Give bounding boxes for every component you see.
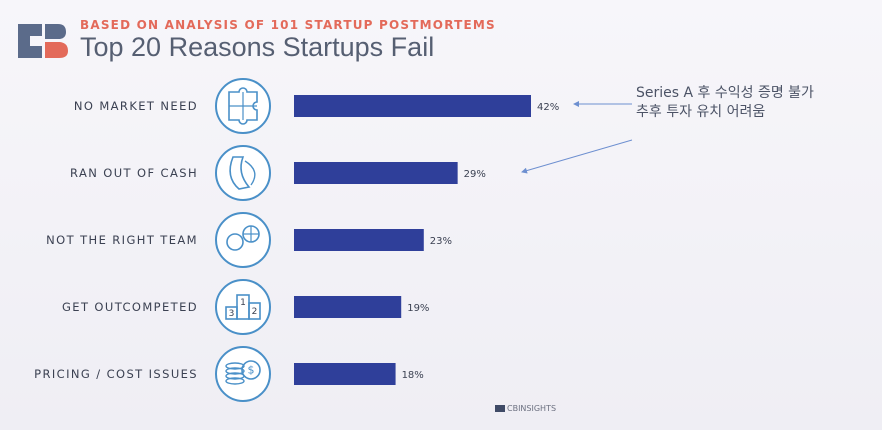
chart-title: Top 20 Reasons Startups Fail	[80, 32, 435, 62]
bar	[294, 95, 531, 117]
svg-text:$: $	[248, 364, 255, 377]
bar	[294, 162, 458, 184]
wallet-icon	[215, 145, 271, 201]
chart-subtitle: BASED ON ANALYSIS OF 101 STARTUP POSTMOR…	[80, 18, 496, 32]
data-label: 29%	[464, 169, 486, 180]
svg-text:2: 2	[252, 307, 258, 317]
coins-icon: $	[215, 346, 271, 402]
footer-logo-icon	[495, 405, 505, 412]
footer-brand-text: CBINSIGHTS	[507, 404, 557, 413]
podium-icon: 12 3	[215, 279, 271, 335]
bar	[294, 363, 396, 385]
annotation-line-1: Series A 후 수익성 증명 불가	[636, 85, 814, 101]
data-label: 18%	[402, 370, 424, 381]
data-label: 19%	[407, 303, 429, 314]
svg-text:3: 3	[229, 309, 235, 319]
team-icon	[215, 212, 271, 268]
cb-insights-logo	[18, 24, 68, 58]
annotation-note: Series A 후 수익성 증명 불가 추후 투자 유치 어려움	[636, 84, 814, 122]
svg-text:1: 1	[240, 298, 246, 308]
category-label: NO MARKET NEED	[74, 99, 198, 113]
category-label: RAN OUT OF CASH	[70, 166, 198, 180]
puzzle-icon	[215, 78, 271, 134]
category-label: NOT THE RIGHT TEAM	[46, 233, 198, 247]
bar	[294, 296, 402, 318]
bar	[294, 229, 424, 251]
annotation-arrow-2	[521, 139, 633, 174]
annotation-line-2: 추후 투자 유치 어려움	[636, 104, 766, 120]
data-label: 23%	[430, 236, 452, 247]
data-label: 42%	[537, 102, 559, 113]
footer-brand: CBINSIGHTS	[495, 404, 556, 413]
category-label: PRICING / COST ISSUES	[34, 367, 198, 381]
category-label: GET OUTCOMPETED	[62, 300, 198, 314]
